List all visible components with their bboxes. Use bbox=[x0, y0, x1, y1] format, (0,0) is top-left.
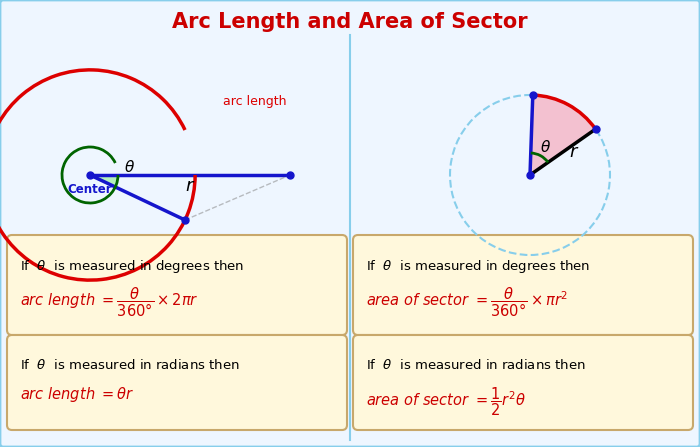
Text: $\theta$: $\theta$ bbox=[540, 139, 551, 155]
Text: If  $\theta$  is measured in radians then: If $\theta$ is measured in radians then bbox=[20, 358, 239, 372]
Polygon shape bbox=[530, 95, 596, 175]
Text: If  $\theta$  is measured in degrees then: If $\theta$ is measured in degrees then bbox=[366, 258, 590, 275]
Text: $\theta$: $\theta$ bbox=[124, 159, 135, 175]
Polygon shape bbox=[90, 175, 118, 187]
Text: arc length $= \theta r$: arc length $= \theta r$ bbox=[20, 385, 134, 404]
Text: Arc Length and Area of Sector: Arc Length and Area of Sector bbox=[172, 12, 528, 32]
Text: If  $\theta$  is measured in radians then: If $\theta$ is measured in radians then bbox=[366, 358, 586, 372]
FancyBboxPatch shape bbox=[7, 235, 347, 335]
Text: $r$: $r$ bbox=[569, 143, 579, 161]
Text: area of sector $= \dfrac{1}{2}r^2\theta$: area of sector $= \dfrac{1}{2}r^2\theta$ bbox=[366, 385, 526, 417]
Text: If  $\theta$  is measured in degrees then: If $\theta$ is measured in degrees then bbox=[20, 258, 244, 275]
Text: arc length $= \dfrac{\theta}{360°}\times 2\pi r$: arc length $= \dfrac{\theta}{360°}\times… bbox=[20, 285, 199, 319]
Text: arc length: arc length bbox=[223, 95, 287, 108]
FancyBboxPatch shape bbox=[7, 335, 347, 430]
Text: area of sector $= \dfrac{\theta}{360°}\times \pi r^2$: area of sector $= \dfrac{\theta}{360°}\t… bbox=[366, 285, 568, 319]
Text: $r$: $r$ bbox=[185, 177, 195, 195]
FancyBboxPatch shape bbox=[353, 235, 693, 335]
Text: Center: Center bbox=[68, 183, 112, 196]
FancyBboxPatch shape bbox=[353, 335, 693, 430]
